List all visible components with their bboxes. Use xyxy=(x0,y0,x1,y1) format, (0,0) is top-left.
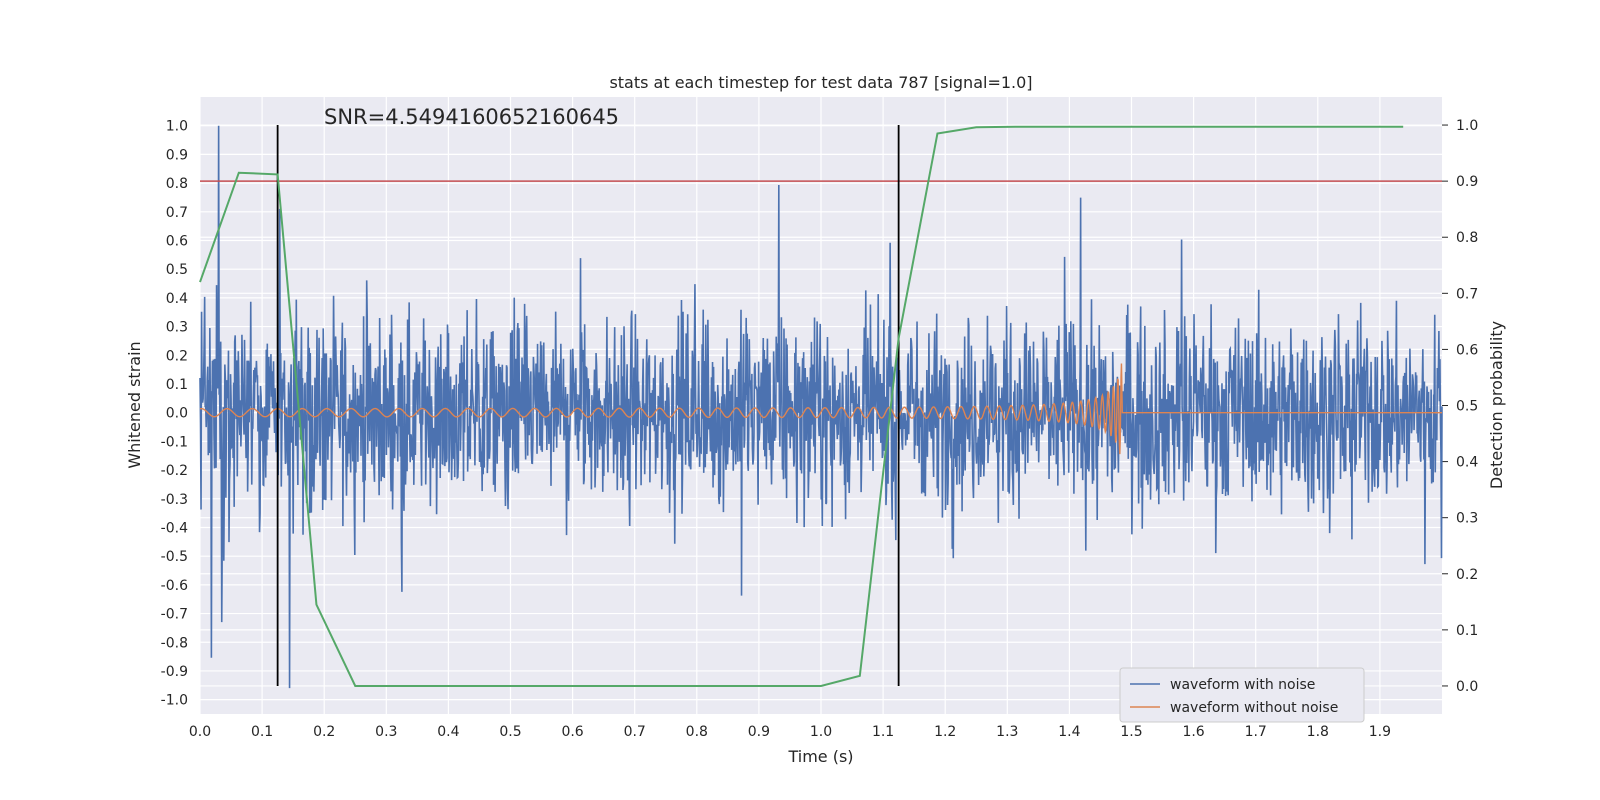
y-tick-label: -0.3 xyxy=(161,492,188,508)
y-tick-label: 1.0 xyxy=(166,119,188,135)
legend: waveform with noise waveform without noi… xyxy=(1119,667,1365,723)
y-tick-label: 0.5 xyxy=(166,262,188,278)
x-axis-ticks: 0.0 0.1 0.2 0.3 0.4 0.5 0.6 0.7 0.8 0.9 1.0 1.1 1.2 1… xyxy=(189,724,1391,740)
y-tick-label: -0.7 xyxy=(161,607,188,623)
x-tick-label: 0.7 xyxy=(624,724,646,740)
x-tick-label: 1.0 xyxy=(810,724,832,740)
x-tick-label: 0.8 xyxy=(686,724,708,740)
snr-annotation: SNR=4.5494160652160645 xyxy=(324,105,619,129)
y2-tick-label: 0.2 xyxy=(1456,567,1478,583)
x-tick-label: 1.7 xyxy=(1245,724,1267,740)
y-tick-label: 0.3 xyxy=(166,320,188,336)
y2-tick-label: 0.1 xyxy=(1456,623,1478,639)
y2-tick-label: 0.0 xyxy=(1456,679,1478,695)
y-tick-label: -1.0 xyxy=(161,693,188,709)
x-tick-label: 0.9 xyxy=(748,724,770,740)
y2-tick-label: 0.7 xyxy=(1456,286,1478,302)
x-tick-label: 1.4 xyxy=(1058,724,1080,740)
y2-tick-label: 0.5 xyxy=(1456,399,1478,415)
x-tick-label: 1.9 xyxy=(1369,724,1391,740)
legend-box xyxy=(1119,667,1365,723)
x-tick-label: 1.6 xyxy=(1182,724,1204,740)
y-tick-label: 0.0 xyxy=(166,406,188,422)
legend-label-noisy: waveform with noise xyxy=(1170,677,1315,693)
y-tick-label: 0.4 xyxy=(166,291,188,307)
y2-tick-label: 0.3 xyxy=(1456,511,1478,527)
y2-tick-label: 0.9 xyxy=(1456,174,1478,190)
x-axis-label: Time (s) xyxy=(787,747,853,766)
y-tick-label: -0.4 xyxy=(161,520,188,536)
x-tick-label: 0.3 xyxy=(375,724,397,740)
x-tick-label: 1.5 xyxy=(1120,724,1142,740)
x-tick-label: 0.4 xyxy=(437,724,459,740)
y-tick-label: -0.6 xyxy=(161,578,188,594)
y2-axis-label: Detection probability xyxy=(1487,321,1506,489)
clean-waveform-line xyxy=(199,363,1442,455)
y-tick-label: -0.5 xyxy=(161,549,188,565)
x-tick-label: 1.1 xyxy=(872,724,894,740)
y-axis-label: Whitened strain xyxy=(125,341,144,468)
chart-title: stats at each timestep for test data 787… xyxy=(609,73,1032,92)
x-tick-label: 0.5 xyxy=(499,724,521,740)
y2-tick-label: 0.6 xyxy=(1456,342,1478,358)
y-tick-label: -0.9 xyxy=(161,664,188,680)
y2-axis-ticks: 1.0 0.9 0.8 0.7 0.6 0.5 0.4 0.3 0.2 0.1 0.0 xyxy=(1442,118,1478,695)
noisy-waveform-line xyxy=(199,125,1443,689)
y-tick-label: 0.6 xyxy=(166,233,188,249)
x-tick-label: 0.1 xyxy=(251,724,273,740)
x-tick-label: 1.8 xyxy=(1307,724,1329,740)
y-tick-label: 0.1 xyxy=(166,377,188,393)
x-tick-label: 1.2 xyxy=(934,724,956,740)
x-tick-label: 0.0 xyxy=(189,724,211,740)
series xyxy=(199,125,1443,689)
x-tick-label: 0.2 xyxy=(313,724,335,740)
y-tick-label: 0.9 xyxy=(166,147,188,163)
y-tick-label: 0.8 xyxy=(166,176,188,192)
y-tick-label: -0.2 xyxy=(161,463,188,479)
y-axis-ticks: 1.0 0.9 0.8 0.7 0.6 0.5 0.4 0.3 0.2 0.1 0.0 -0.1 -0.… xyxy=(161,119,188,709)
y-tick-label: 0.2 xyxy=(166,348,188,364)
y2-tick-label: 1.0 xyxy=(1456,118,1478,134)
y-tick-label: 0.7 xyxy=(166,205,188,221)
y-tick-label: -0.1 xyxy=(161,434,188,450)
legend-label-clean: waveform without noise xyxy=(1170,700,1338,716)
x-tick-label: 1.3 xyxy=(996,724,1018,740)
x-tick-label: 0.6 xyxy=(561,724,583,740)
y-tick-label: -0.8 xyxy=(161,635,188,651)
y2-tick-label: 0.4 xyxy=(1456,455,1478,471)
y2-tick-label: 0.8 xyxy=(1456,230,1478,246)
